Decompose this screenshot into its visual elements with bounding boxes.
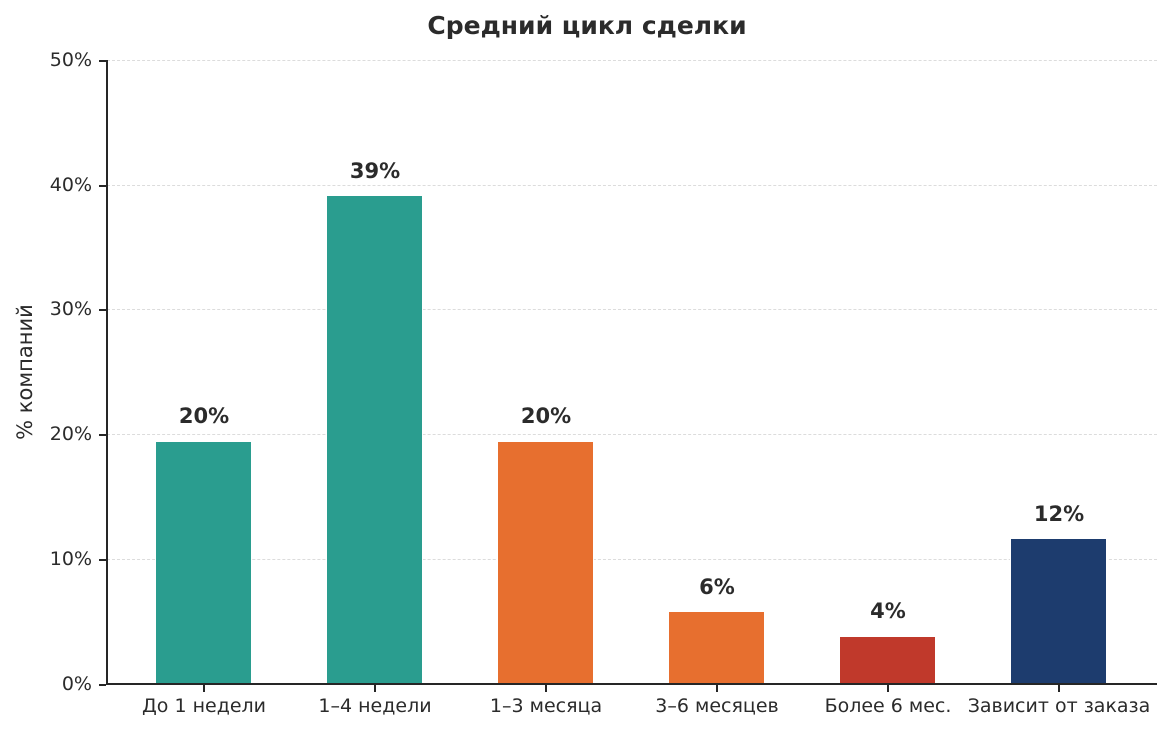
y-tick <box>99 559 106 561</box>
gridline-10 <box>107 559 1157 560</box>
value-label: 12% <box>1033 502 1085 526</box>
chart-title: Средний цикл сделки <box>427 11 747 40</box>
x-tick <box>716 685 718 692</box>
y-tick-label: 0% <box>61 673 92 695</box>
y-axis-title: % компаний <box>13 304 37 440</box>
plot-area: 20% 39% 20% 6% 4% 12% <box>107 60 1157 684</box>
bar-1-4-nedeli <box>326 195 423 684</box>
y-axis-line <box>106 60 108 685</box>
x-tick <box>203 685 205 692</box>
value-label: 6% <box>699 575 735 599</box>
value-label: 39% <box>349 159 401 183</box>
x-tick-label: 3–6 месяцев <box>655 695 779 717</box>
bar-do-1-nedeli <box>155 441 252 684</box>
x-tick-label: 1–4 недели <box>318 695 432 717</box>
bar-zavisit-ot-zakaza <box>1010 538 1107 684</box>
x-tick <box>545 685 547 692</box>
x-axis-line <box>106 683 1157 685</box>
y-tick <box>99 684 106 686</box>
y-tick <box>99 185 106 187</box>
bar-1-3-mesyatsa <box>497 441 594 684</box>
value-label: 20% <box>178 404 230 428</box>
gridline-30 <box>107 309 1157 310</box>
x-tick-label: 1–3 месяца <box>489 695 603 717</box>
y-tick-label: 50% <box>49 49 92 71</box>
y-tick-label: 10% <box>49 548 92 570</box>
y-tick <box>99 434 106 436</box>
x-tick <box>887 685 889 692</box>
y-tick <box>99 309 106 311</box>
gridline-20 <box>107 434 1157 435</box>
y-tick <box>99 60 106 62</box>
value-label: 4% <box>870 599 906 623</box>
x-tick-label: До 1 недели <box>141 695 267 717</box>
y-tick-label: 30% <box>49 298 92 320</box>
x-tick-label: Зависит от заказа <box>967 695 1151 717</box>
bar-bolee-6-mes <box>839 636 936 684</box>
bar-3-6-mesyatsev <box>668 611 765 684</box>
value-label: 20% <box>520 404 572 428</box>
gridline-50 <box>107 60 1157 61</box>
y-tick-label: 20% <box>49 423 92 445</box>
x-tick-label: Более 6 мес. <box>824 695 952 717</box>
gridline-40 <box>107 185 1157 186</box>
x-tick <box>374 685 376 692</box>
y-tick-label: 40% <box>49 174 92 196</box>
x-tick <box>1058 685 1060 692</box>
